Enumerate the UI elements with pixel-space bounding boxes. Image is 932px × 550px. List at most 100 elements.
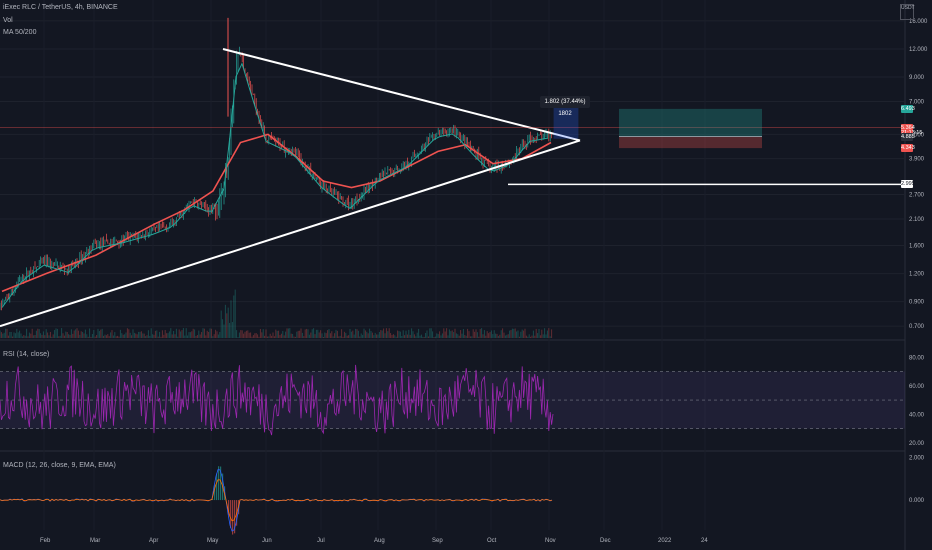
volume-bar [229, 322, 231, 338]
volume-bar [304, 329, 306, 338]
volume-bar [429, 328, 431, 338]
volume-bar [20, 333, 22, 338]
volume-bar [252, 335, 254, 338]
position-profit-zone [619, 108, 762, 137]
volume-bar [37, 328, 39, 338]
volume-bar [289, 328, 291, 338]
volume-bar [275, 329, 277, 338]
volume-bar [248, 332, 250, 338]
volume-bar [335, 329, 337, 338]
volume-bar [385, 328, 387, 338]
volume-bar [238, 332, 240, 338]
volume-bar [234, 289, 236, 338]
volume-bar [145, 336, 147, 338]
measure-label: 1.802 (37.44%) 1802 [540, 96, 590, 117]
volume-bar [33, 335, 35, 338]
macd-legend[interactable]: MACD (12, 26, close, 9, EMA, EMA) [3, 462, 116, 469]
volume-bar [24, 335, 26, 338]
volume-bar [230, 300, 232, 338]
volume-bar [125, 332, 127, 338]
volume-bar [328, 329, 330, 338]
volume-bar [76, 328, 78, 338]
volume-bar [157, 336, 159, 338]
volume-bar [427, 336, 429, 338]
volume-bar [66, 331, 68, 338]
volume-bar [416, 332, 418, 338]
volume-bar [392, 334, 394, 338]
volume-bar [544, 328, 546, 338]
rsi-legend[interactable]: RSI (14, close) [3, 351, 50, 358]
volume-bar [188, 332, 190, 338]
symbol-legend[interactable]: iExec RLC / TetherUS, 4h, BINANCE [3, 4, 118, 11]
volume-bar [153, 334, 155, 338]
price-tick-label: 2.100 [909, 217, 925, 223]
volume-bar [160, 336, 162, 338]
volume-bar [111, 330, 113, 338]
volume-bar [142, 333, 144, 338]
volume-bar [409, 334, 411, 338]
price-tick-label: 7.000 [909, 100, 925, 106]
volume-bar [271, 335, 273, 338]
volume-bar [70, 329, 72, 338]
volume-legend[interactable]: Vol [3, 17, 13, 24]
volume-bar [2, 333, 4, 338]
volume-bar [538, 328, 540, 338]
volume-bar [504, 335, 506, 338]
price-tick-label: 9.000 [909, 75, 925, 81]
volume-bar [280, 333, 282, 338]
volume-bar [282, 330, 284, 338]
price-tag: 2.995 [901, 180, 915, 189]
volume-bar [331, 331, 333, 338]
volume-bar [306, 328, 308, 338]
macd-histogram-bar [212, 498, 214, 501]
volume-bar [402, 330, 404, 338]
volume-bar [546, 330, 548, 338]
x-tick-label: Feb [40, 538, 51, 544]
volume-bar [387, 331, 389, 338]
volume-bar [307, 329, 309, 338]
volume-bar [528, 334, 530, 338]
volume-bar [356, 329, 358, 338]
volume-bar [294, 336, 296, 338]
volume-bar [489, 332, 491, 338]
volume-bar [488, 333, 490, 338]
volume-bar [525, 335, 527, 338]
volume-bar [233, 295, 235, 338]
volume-bar [212, 336, 214, 338]
volume-bar [539, 335, 541, 338]
volume-bar [91, 334, 93, 338]
volume-bar [371, 332, 373, 338]
volume-bar [334, 333, 336, 338]
volume-bar [63, 335, 65, 338]
volume-bar [290, 333, 292, 338]
volume-bar [31, 328, 33, 338]
volume-bar [247, 330, 249, 338]
volume-bar [299, 330, 301, 338]
volume-bar [250, 332, 252, 338]
volume-bar [462, 328, 464, 338]
drawings [0, 48, 905, 328]
price-tick-label: 0.900 [909, 300, 925, 306]
ma-legend[interactable]: MA 50/200 [3, 29, 37, 36]
volume-bar [13, 332, 15, 338]
volume-bar [507, 334, 509, 338]
volume-bar [481, 328, 483, 338]
volume-bar [173, 331, 175, 338]
volume-bars [0, 289, 553, 338]
rsi-tick-label: 20.00 [909, 441, 925, 447]
volume-bar [86, 334, 88, 338]
volume-bar [496, 333, 498, 338]
volume-bar [446, 328, 448, 338]
currency-button[interactable]: USDT [900, 4, 915, 20]
volume-bar [90, 336, 92, 338]
volume-bar [436, 333, 438, 338]
volume-bar [58, 336, 60, 338]
volume-bar [189, 332, 191, 338]
volume-bar [23, 335, 25, 338]
volume-bar [3, 332, 5, 338]
volume-bar [93, 330, 95, 338]
volume-bar [513, 328, 515, 338]
volume-bar [17, 332, 19, 338]
volume-bar [224, 304, 226, 338]
